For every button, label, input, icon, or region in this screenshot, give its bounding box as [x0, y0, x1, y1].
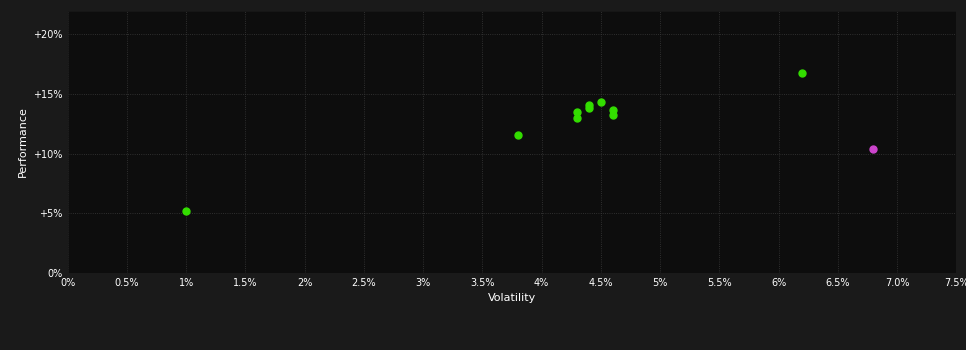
Point: [605, 107, 620, 112]
Point: [179, 208, 194, 214]
Point: [605, 113, 620, 118]
Point: [569, 109, 584, 115]
Point: [866, 146, 881, 152]
Point: [582, 102, 597, 107]
Point: [510, 132, 526, 138]
X-axis label: Volatility: Volatility: [488, 293, 536, 303]
Point: [582, 106, 597, 111]
Point: [593, 99, 609, 105]
Y-axis label: Performance: Performance: [17, 106, 28, 177]
Point: [795, 70, 810, 75]
Point: [569, 115, 584, 121]
